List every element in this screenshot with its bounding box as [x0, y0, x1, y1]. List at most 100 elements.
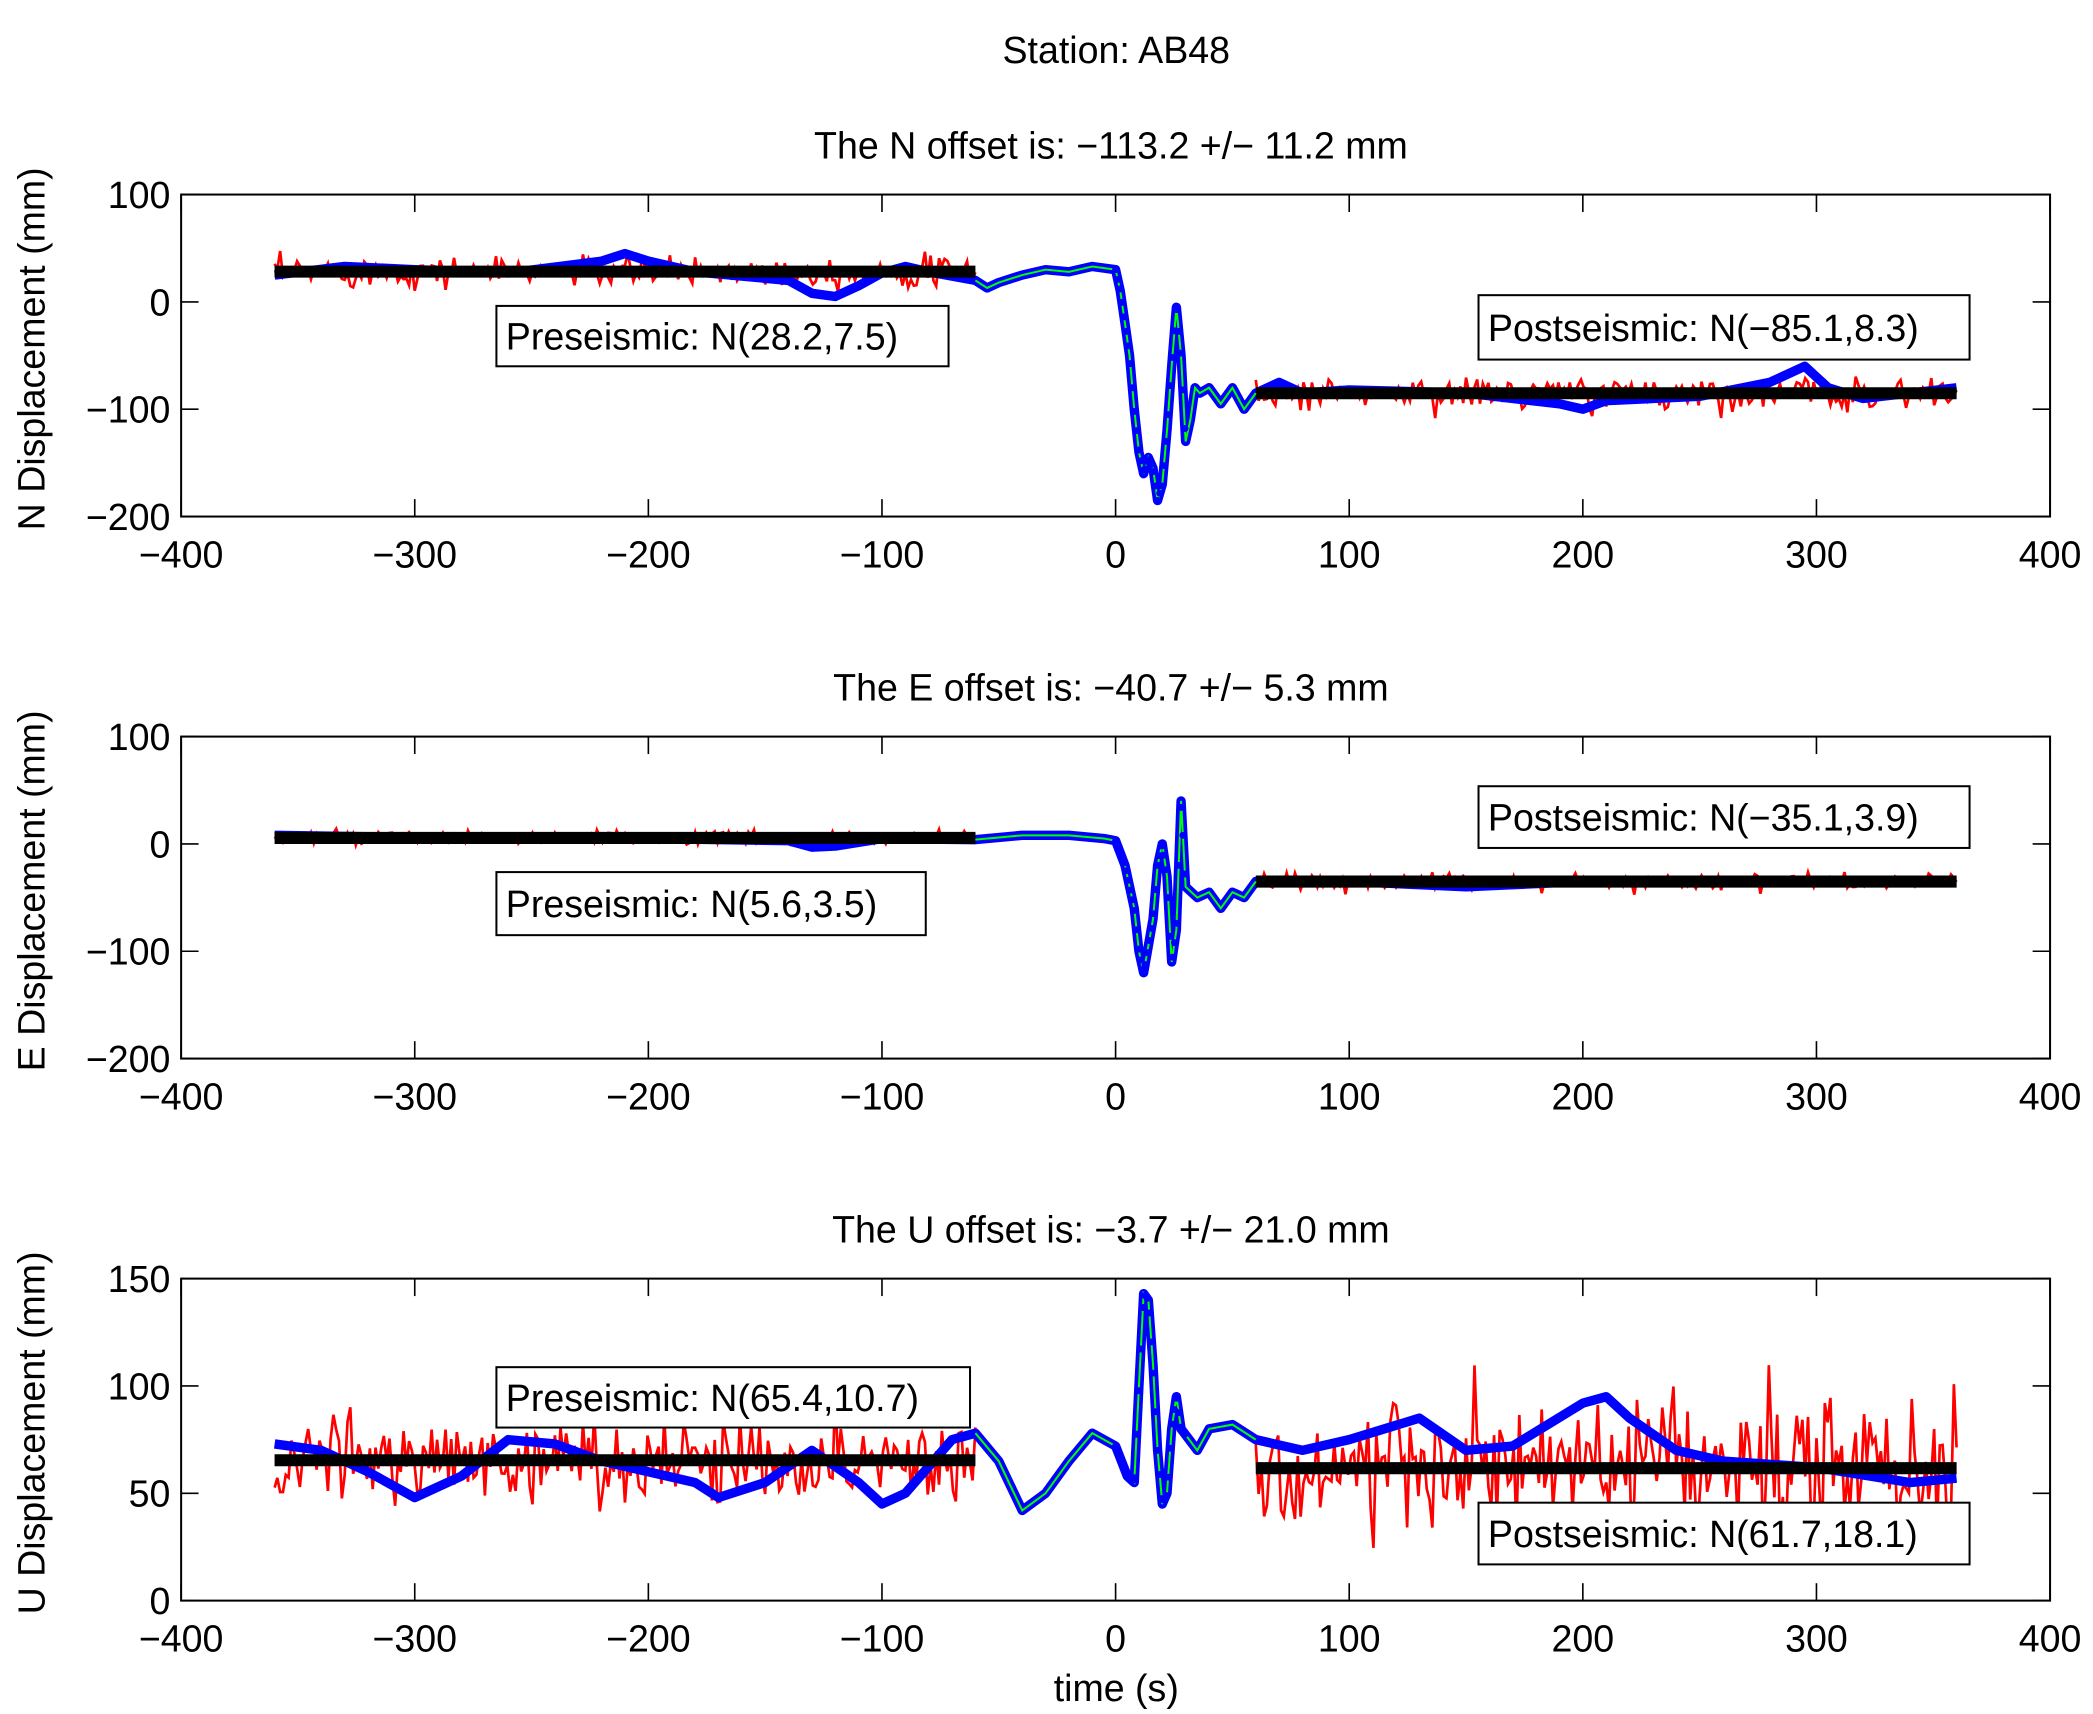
observed-point [1131, 906, 1139, 914]
x-tick-label: −100 [840, 534, 925, 576]
y-axis-label: N Displacement (mm) [10, 167, 52, 530]
y-tick-label: −100 [86, 931, 171, 973]
x-tick-label: −400 [139, 1618, 224, 1660]
y-tick-label: 100 [108, 1365, 171, 1407]
x-tick-label: 0 [1105, 534, 1126, 576]
panel-title: The E offset is: −40.7 +/− 5.3 mm [833, 666, 1389, 708]
observed-point [1156, 1471, 1164, 1478]
postseismic-annotation-label: Postseismic: N(−85.1,8.3) [1488, 307, 1919, 349]
observed-point [1131, 1474, 1139, 1482]
observed-point [1114, 275, 1122, 283]
observed-point [1116, 848, 1124, 856]
panel-title: The U offset is: −3.7 +/− 21.0 mm [832, 1208, 1390, 1250]
observed-point [1181, 870, 1189, 878]
observed-point [1175, 861, 1183, 869]
x-tick-label: 300 [1785, 534, 1848, 576]
observed-point [1114, 1447, 1122, 1455]
interpolated-line [974, 265, 1257, 501]
observed-point [1114, 842, 1122, 850]
observed-point [1126, 886, 1134, 894]
observed-point [1173, 306, 1181, 314]
x-tick-label: 200 [1552, 534, 1615, 576]
preseismic-annotation-box [495, 1366, 972, 1429]
observed-point [1175, 327, 1183, 335]
postseismic-annotation-box [1477, 1501, 1971, 1566]
x-tick-label: 300 [1785, 1076, 1848, 1118]
observed-point [1131, 407, 1139, 415]
observed-point [1168, 353, 1176, 361]
observed-point [1126, 360, 1134, 368]
observed-point [1116, 1453, 1124, 1461]
x-tick-label: −300 [372, 1618, 457, 1660]
observed-point [1166, 932, 1174, 940]
observed-point [1133, 1430, 1141, 1438]
y-tick-label: −200 [86, 496, 171, 538]
observed-point [1124, 342, 1132, 350]
observed-point [1175, 1409, 1183, 1417]
preseismic-annotation-label: Preseismic: N(65.4,10.7) [506, 1377, 919, 1419]
y-tick-label: 100 [108, 716, 171, 758]
observed-point [1118, 853, 1126, 861]
observed-point [1164, 1473, 1172, 1481]
plot-area [273, 248, 1958, 506]
y-tick-label: −100 [86, 389, 171, 431]
x-tick-label: −200 [606, 534, 691, 576]
observed-point [1177, 349, 1185, 357]
observed-point [1133, 926, 1141, 934]
observed-point [1156, 489, 1164, 497]
observed-point [1164, 894, 1172, 902]
observed-point [1160, 851, 1168, 859]
observed-point [1147, 1338, 1155, 1346]
observed-point [1154, 1446, 1162, 1454]
observed-point [1179, 831, 1187, 839]
x-tick-label: −400 [139, 534, 224, 576]
observed-point [1135, 945, 1143, 953]
observed-point [1149, 1369, 1157, 1377]
observed-point [1137, 457, 1145, 465]
observed-point [1143, 1294, 1151, 1302]
x-tick-label: 0 [1105, 1618, 1126, 1660]
preseismic-annotation-label: Preseismic: N(28.2,7.5) [506, 316, 898, 358]
y-tick-label: 0 [150, 823, 171, 865]
postseismic-annotation-label: Postseismic: N(−35.1,3.9) [1488, 797, 1919, 839]
observed-point [1141, 961, 1149, 969]
observed-point [1152, 1408, 1160, 1416]
observed-point [1181, 1430, 1189, 1438]
observed-point [1112, 266, 1120, 274]
y-axis-label: U Displacement (mm) [10, 1251, 52, 1614]
x-tick-label: −100 [840, 1618, 925, 1660]
observed-point [1149, 910, 1157, 918]
observed-point [1173, 1394, 1181, 1402]
plot-area [273, 1288, 1958, 1548]
interpolated-line [974, 1290, 1257, 1512]
observed-point [1112, 837, 1120, 845]
y-tick-label: 0 [150, 1580, 171, 1622]
observed-point [1112, 1442, 1120, 1450]
preseismic-annotation-box [495, 304, 950, 368]
panel-u: The U offset is: −3.7 +/− 21.0 mm U Displ… [10, 1208, 2081, 1659]
observed-point [1122, 327, 1130, 335]
panel-title: The N offset is: −113.2 +/− 11.2 mm [814, 124, 1408, 166]
observed-point [1135, 446, 1143, 454]
observed-point [1139, 1304, 1147, 1311]
observed-point [1179, 386, 1187, 394]
observed-point [1118, 298, 1126, 306]
postseismic-annotation-box [1477, 785, 1971, 849]
x-tick-label: −100 [840, 1076, 925, 1118]
observed-point [1170, 939, 1178, 947]
y-tick-label: 150 [108, 1258, 171, 1300]
interpolated-line [975, 800, 1257, 973]
observed-point [1162, 1491, 1170, 1499]
y-tick-label: −200 [86, 1038, 171, 1080]
observed-point [1164, 411, 1172, 419]
observed-point [1145, 1309, 1153, 1317]
x-tick-label: 100 [1318, 1076, 1381, 1118]
observed-point [1137, 1345, 1145, 1353]
x-tick-label: 200 [1552, 1618, 1615, 1660]
x-tick-label: −200 [606, 1076, 691, 1118]
x-tick-label: −300 [372, 534, 457, 576]
x-axis-label: time (s) [1054, 1667, 1179, 1709]
x-tick-label: 200 [1552, 1076, 1615, 1118]
postseismic-annotation-label: Postseismic: N(61.7,18.1) [1488, 1513, 1918, 1555]
